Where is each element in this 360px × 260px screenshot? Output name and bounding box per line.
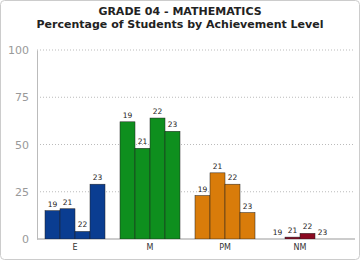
x-tick-label: M <box>147 243 154 252</box>
grid-line <box>37 191 355 192</box>
bar <box>45 211 60 239</box>
series-label: 21 <box>213 162 223 171</box>
x-tick-label: E <box>72 243 77 252</box>
bar <box>75 231 90 239</box>
grid-line <box>37 50 355 51</box>
y-tick: 0 <box>22 233 37 246</box>
title: GRADE 04 - MATHEMATICS <box>98 5 261 18</box>
bars <box>45 118 315 239</box>
grid-line <box>37 97 355 98</box>
grid-line <box>37 144 355 145</box>
bar <box>270 239 285 240</box>
y-tick: 50 <box>15 139 37 152</box>
bar <box>315 239 330 240</box>
x-tick-label: PM <box>219 243 231 252</box>
bar <box>300 233 315 239</box>
x-tick-label: NM <box>294 243 307 252</box>
bar <box>240 213 255 239</box>
series-label: 23 <box>243 202 253 211</box>
x-tick: E <box>72 239 77 252</box>
y-tick-label: 75 <box>15 91 29 104</box>
subtitle: Percentage of Students by Achievement Le… <box>37 18 324 31</box>
x-tick: PM <box>219 239 231 252</box>
series-label: 21 <box>138 137 148 146</box>
y-tick: 25 <box>15 186 37 199</box>
y-tick-label: 25 <box>15 186 29 199</box>
data-labels: 19 19 19 19 21 21 21 21 22 22 22 22 23 23 23 23 <box>48 107 328 237</box>
y-axis: 0 25 50 75 100 <box>8 44 38 246</box>
x-axis-line <box>38 239 338 240</box>
bar <box>150 118 165 239</box>
series-label: 21 <box>63 198 73 207</box>
series-label: 22 <box>153 107 163 116</box>
series-label: 19 <box>123 111 133 120</box>
series-label: 19 <box>273 228 283 237</box>
chart: GRADE 04 - MATHEMATICSPercentage of Stud… <box>0 0 360 260</box>
series-label: 22 <box>303 222 313 231</box>
y-tick-label: 0 <box>22 233 29 246</box>
bar <box>90 184 105 239</box>
bar <box>210 173 225 239</box>
bar <box>285 237 300 239</box>
series-label: 22 <box>78 220 88 229</box>
x-tick: NM <box>294 239 307 252</box>
background <box>1 1 360 260</box>
bar <box>195 196 210 239</box>
x-tick: M <box>147 239 154 252</box>
series-label: 23 <box>318 228 328 237</box>
series-label: 23 <box>93 173 103 182</box>
series-label: 23 <box>168 120 178 129</box>
y-tick-label: 100 <box>8 44 29 57</box>
series-label: 19 <box>198 185 208 194</box>
bar <box>120 122 135 239</box>
x-axis: E M PM NM <box>38 239 338 252</box>
series-label: 19 <box>48 200 58 209</box>
y-tick: 75 <box>15 91 37 104</box>
bar <box>135 148 150 239</box>
series-label: 21 <box>288 226 298 235</box>
y-tick-label: 50 <box>15 139 29 152</box>
bar <box>60 209 75 239</box>
bar <box>225 184 240 239</box>
y-axis-line <box>37 51 38 240</box>
series-label: 22 <box>228 173 238 182</box>
y-tick: 100 <box>8 44 37 57</box>
grid <box>37 50 355 239</box>
bar <box>165 131 180 239</box>
